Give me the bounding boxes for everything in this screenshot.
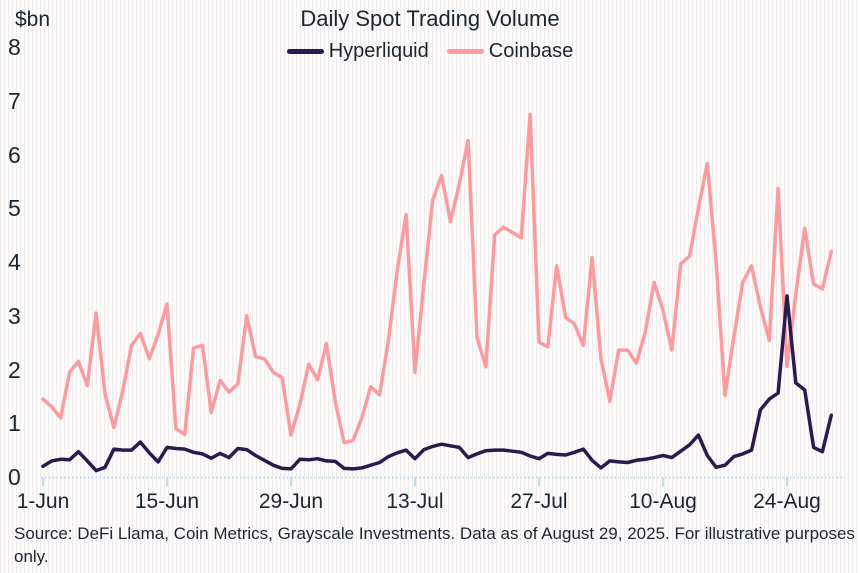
x-tick-label: 24-Aug bbox=[753, 490, 821, 513]
x-tick-label: 10-Aug bbox=[629, 490, 697, 513]
y-tick-label: 4 bbox=[8, 249, 21, 275]
x-tick-label: 15-Jun bbox=[134, 490, 200, 513]
y-tick-label: 5 bbox=[8, 195, 21, 222]
chart-title: Daily Spot Trading Volume bbox=[300, 6, 560, 31]
coinbase-line bbox=[41, 112, 834, 445]
x-tick-label: 27-Jul bbox=[510, 490, 568, 513]
legend-item-coinbase: Coinbase bbox=[446, 39, 574, 63]
x-tick-label: 1-Jun bbox=[16, 490, 70, 513]
legend-item-hyperliquid: Hyperliquid bbox=[286, 39, 429, 63]
y-tick-label: 1 bbox=[8, 410, 21, 437]
y-axis-unit-label: $bn bbox=[15, 8, 51, 31]
y-tick-label: 7 bbox=[8, 87, 21, 114]
y-tick-label: 2 bbox=[8, 356, 21, 383]
source-note: Source: DeFi Llama, Coin Metrics, Graysc… bbox=[14, 524, 855, 566]
legend-label-coinbase: Coinbase bbox=[488, 40, 574, 62]
legend-label-hyperliquid: Hyperliquid bbox=[328, 40, 429, 62]
legend: Hyperliquid Coinbase bbox=[0, 38, 860, 64]
coinbase-line-swatch bbox=[446, 48, 484, 54]
y-tick-label: 6 bbox=[8, 141, 21, 168]
hyperliquid-line-swatch bbox=[286, 48, 324, 54]
x-tick-label: 13-Jul bbox=[386, 490, 444, 513]
x-axis: 1-Jun 15-Jun 29-Jun 13-Jul 27-Jul 10-Aug 24-Au… bbox=[0, 489, 860, 515]
y-tick-label: 0 bbox=[8, 464, 21, 490]
y-tick-label: 8 bbox=[8, 34, 21, 60]
y-tick-label: 3 bbox=[8, 302, 21, 329]
hyperliquid-line bbox=[41, 294, 834, 473]
x-tick-label: 29-Jun bbox=[258, 490, 324, 513]
